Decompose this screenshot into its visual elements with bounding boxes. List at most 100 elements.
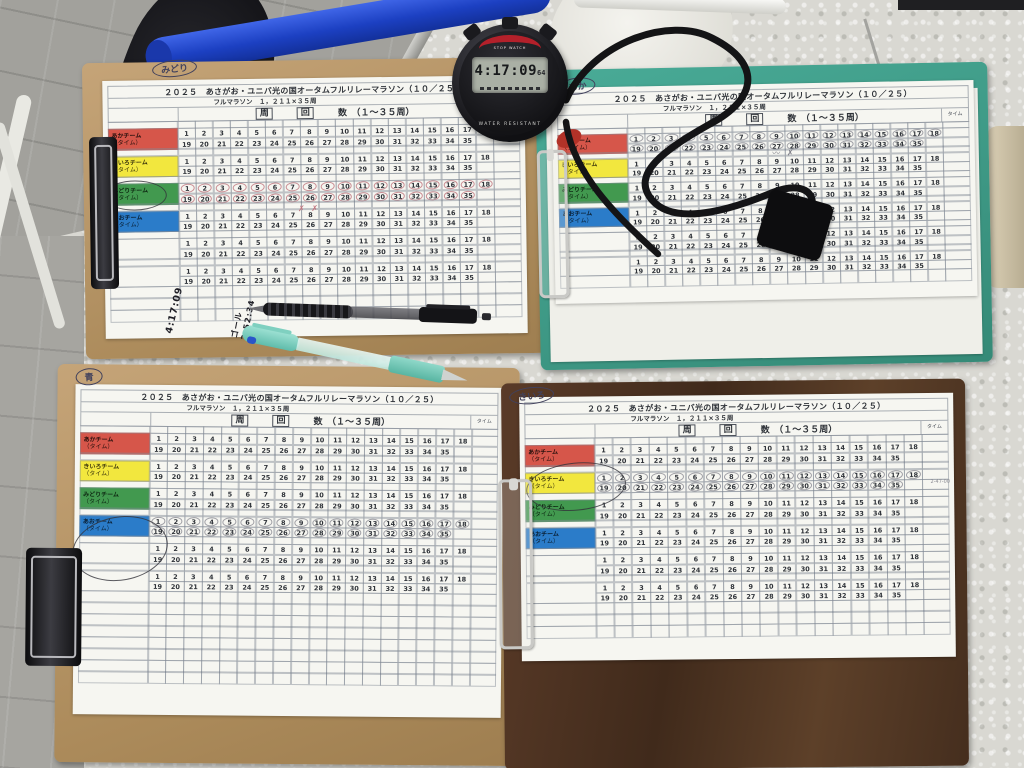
lap-cell: 6 (238, 488, 257, 500)
lap-label: 周 (678, 423, 696, 437)
lap-cell: 9 (291, 544, 311, 556)
lap-cell: 15 (849, 496, 869, 508)
lap-cell: 2 (166, 570, 185, 582)
lap-cell: 8 (723, 580, 742, 592)
pencil-time-note: 2-47-00 (930, 478, 951, 485)
empty-cell (650, 624, 670, 638)
lap-cell: 12 (345, 544, 364, 556)
lap-cell: 18 (904, 523, 924, 535)
lap-cell: 1 (594, 444, 613, 456)
empty-cell (326, 672, 345, 686)
lap-cell: 3 (631, 498, 650, 511)
stopwatch-start-button (502, 17, 518, 29)
lap-cell: 9 (739, 442, 759, 454)
clipboard-yellow-team: ２０２５ あさがお・ユニバ光の国オータムフルリレーマラソン（１０／２５） フルマラ… (497, 378, 970, 768)
lap-cell: 17 (886, 551, 906, 563)
empty-cell (905, 621, 925, 635)
lap-cell: 2 (612, 499, 632, 511)
binder-clip (25, 547, 83, 667)
lap-cell: 14 (381, 462, 401, 474)
stopwatch-fraction: 64 (537, 69, 546, 77)
empty-cell (869, 621, 889, 636)
lap-sheet: ２０２５ あさがお・ユニバ光の国オータムフルリレーマラソン（１０／２５） フルマラ… (519, 392, 956, 662)
lap-cell: 1 (148, 570, 167, 582)
empty-cell (397, 672, 417, 687)
lap-cell: 6 (685, 498, 705, 510)
empty-cell (778, 622, 798, 637)
lap-cell: 4 (649, 471, 668, 483)
empty-cell (362, 672, 381, 686)
team-label: あかチーム（タイム） (107, 127, 179, 151)
lap-cell: 8 (274, 461, 294, 473)
empty-cell (796, 622, 816, 636)
lap-cell: 11 (777, 552, 797, 564)
lap-cell: 17 (887, 578, 906, 590)
empty-cell (147, 670, 166, 684)
lap-cell: 10 (310, 461, 329, 473)
empty-cell (723, 623, 743, 637)
lap-cell: 14 (832, 579, 852, 591)
lap-cell: 13 (363, 517, 382, 529)
lap-cell: 5 (667, 471, 687, 483)
empty-cell (668, 623, 688, 638)
team-sub: （タイム） (112, 221, 143, 230)
lap-cell: 18 (905, 578, 925, 590)
lap-form: ２０２５ あさがお・ユニバ光の国オータムフルリレーマラソン（１０／２５） フルマラ… (107, 80, 523, 323)
lap-cell: 8 (722, 497, 742, 510)
lap-cell: 13 (813, 469, 832, 481)
lap-cell: 10 (758, 442, 777, 454)
lap-cell: 9 (741, 580, 761, 592)
empty-cell (236, 671, 256, 685)
header-label-col (81, 412, 152, 426)
lap-cell: 7 (256, 461, 276, 473)
lap-cell: 6 (237, 571, 257, 583)
lap-cell: 18 (452, 572, 471, 585)
lap-cell: 1 (595, 554, 615, 566)
lap-cell: 6 (685, 470, 705, 483)
lap-cell: 1 (149, 460, 168, 472)
lap-cell: 17 (886, 496, 906, 508)
lap-cell: 3 (184, 570, 203, 582)
lap-cell: 17 (435, 462, 455, 474)
lap-label: 周 (255, 107, 273, 120)
lap-cell: 5 (667, 526, 687, 538)
empty-cell (469, 673, 497, 687)
lap-cell: 18 (904, 496, 924, 508)
lap-cell: 7 (704, 525, 724, 537)
empty-cell (451, 673, 471, 687)
empty-cell (596, 624, 615, 638)
lap-cell: 9 (292, 489, 311, 501)
team-sub: （タイム） (529, 538, 560, 546)
lap-cell: 9 (291, 516, 311, 528)
lap-cell: 16 (416, 545, 436, 557)
lap-cell: 3 (184, 543, 203, 555)
team-label-text: みどり (160, 63, 189, 77)
lap-cell: 17 (434, 545, 454, 557)
lap-cell: 13 (364, 434, 383, 446)
lap-cell: 13 (813, 496, 833, 509)
lap-cell: 3 (184, 488, 204, 500)
lap-cell: 7 (703, 443, 723, 455)
team-sub: （タイム） (111, 139, 142, 147)
lap-cell: 10 (758, 470, 778, 482)
lap-cell: 15 (399, 434, 419, 447)
lap-cell: 7 (256, 488, 275, 500)
empty-cell (832, 622, 852, 636)
lap-cell: 11 (328, 434, 347, 446)
lap-cell: 3 (185, 433, 204, 445)
lap-cell: 8 (274, 433, 294, 446)
lap-cell: 9 (740, 470, 760, 482)
lap-cell: 14 (831, 496, 851, 508)
pencil-scribble: ✗ ✗ (298, 203, 321, 214)
kai-label: 回 (296, 106, 315, 119)
clipboard-blue-team: ２０２５ あさがお・ユニバ光の国オータムフルリレーマラソン（１０／２５） フルマラ… (25, 363, 520, 767)
lap-cell: 15 (850, 551, 870, 563)
empty-cell (705, 623, 725, 637)
team-sub: （タイム） (83, 497, 113, 506)
empty-cell (851, 622, 870, 636)
wire-clip (497, 479, 534, 650)
lap-cell: 10 (310, 489, 329, 501)
lap-cell: 12 (345, 517, 365, 529)
empty-cell (254, 671, 274, 685)
